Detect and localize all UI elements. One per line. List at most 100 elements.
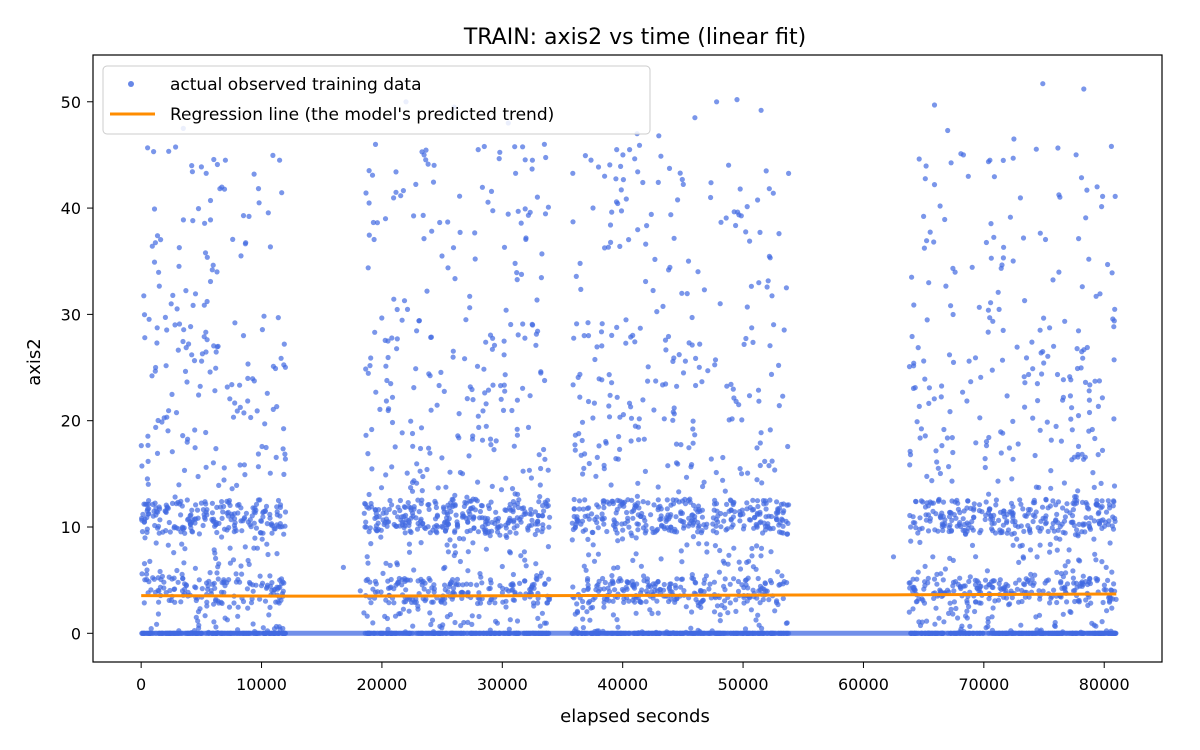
data-point <box>952 269 958 275</box>
data-point <box>673 460 680 466</box>
data-point <box>376 514 382 520</box>
data-point <box>531 603 537 609</box>
data-point <box>420 212 426 218</box>
data-point <box>387 497 393 504</box>
data-point <box>439 455 445 461</box>
data-point <box>1074 584 1080 590</box>
data-point <box>949 435 955 441</box>
data-point <box>143 571 150 577</box>
data-point <box>545 544 552 550</box>
data-point <box>744 204 750 210</box>
data-point <box>367 363 373 369</box>
data-point <box>518 271 525 277</box>
data-point <box>690 502 697 508</box>
data-point <box>641 573 647 579</box>
data-point <box>693 355 699 361</box>
data-point <box>581 563 587 569</box>
data-point <box>620 177 627 183</box>
data-point <box>707 581 713 587</box>
data-point <box>203 464 209 470</box>
data-point <box>1111 483 1118 489</box>
data-point <box>447 537 453 543</box>
data-point <box>1099 395 1105 401</box>
data-point <box>758 107 764 113</box>
data-point <box>450 348 456 354</box>
data-point <box>243 510 249 516</box>
data-point <box>1022 513 1028 519</box>
data-point <box>213 349 219 355</box>
data-point <box>664 497 670 503</box>
data-point <box>721 583 727 589</box>
scatter-points <box>138 81 1119 636</box>
data-point <box>712 543 719 549</box>
data-point <box>646 630 652 636</box>
data-point <box>466 515 472 521</box>
data-point <box>758 430 764 436</box>
data-point <box>1112 193 1118 199</box>
data-point <box>446 505 452 511</box>
data-point <box>1110 526 1117 532</box>
data-point <box>232 400 238 406</box>
data-point <box>1043 630 1049 636</box>
data-point <box>363 190 369 196</box>
data-point <box>585 582 591 588</box>
data-point <box>435 485 441 491</box>
data-point <box>430 629 437 635</box>
data-point <box>620 412 627 418</box>
data-point <box>1032 500 1038 506</box>
data-point <box>776 522 782 528</box>
data-point <box>926 280 932 286</box>
data-point <box>757 462 763 469</box>
data-point <box>546 576 552 582</box>
data-point <box>591 558 598 564</box>
data-point <box>456 630 462 636</box>
data-point <box>1098 630 1104 636</box>
data-point <box>155 523 162 530</box>
data-point <box>244 586 250 592</box>
data-point <box>700 598 706 604</box>
data-point <box>180 338 186 345</box>
data-point <box>747 517 754 523</box>
data-point <box>629 497 635 503</box>
data-point <box>642 530 648 536</box>
data-point <box>520 321 526 327</box>
data-point <box>698 604 704 611</box>
data-point <box>575 517 581 524</box>
data-point <box>169 449 175 455</box>
data-point <box>211 619 217 625</box>
data-point <box>540 513 546 519</box>
data-point <box>536 499 542 505</box>
data-point <box>175 579 181 585</box>
data-point <box>498 396 504 402</box>
data-point <box>224 498 230 504</box>
data-point <box>955 615 961 621</box>
data-point <box>154 621 160 627</box>
data-point <box>960 152 967 158</box>
data-point <box>143 630 149 636</box>
data-point <box>1097 521 1103 527</box>
data-point <box>514 426 520 432</box>
data-point <box>183 345 189 351</box>
data-point <box>219 499 225 505</box>
data-point <box>671 405 677 411</box>
data-point <box>384 523 390 529</box>
data-point <box>763 168 769 174</box>
data-point <box>438 630 444 636</box>
data-point <box>1047 600 1053 606</box>
data-point <box>275 497 282 504</box>
data-point <box>1028 571 1034 578</box>
data-point <box>395 514 401 520</box>
data-point <box>922 433 928 439</box>
data-point <box>192 427 198 433</box>
data-point <box>579 437 585 444</box>
data-point <box>187 521 193 527</box>
data-point <box>410 513 416 519</box>
data-point <box>642 468 649 474</box>
data-point <box>257 573 263 579</box>
data-point <box>660 382 666 388</box>
data-point <box>699 379 705 385</box>
data-point <box>154 340 160 346</box>
data-point <box>682 501 689 507</box>
data-point <box>520 385 526 391</box>
data-point <box>496 630 502 636</box>
